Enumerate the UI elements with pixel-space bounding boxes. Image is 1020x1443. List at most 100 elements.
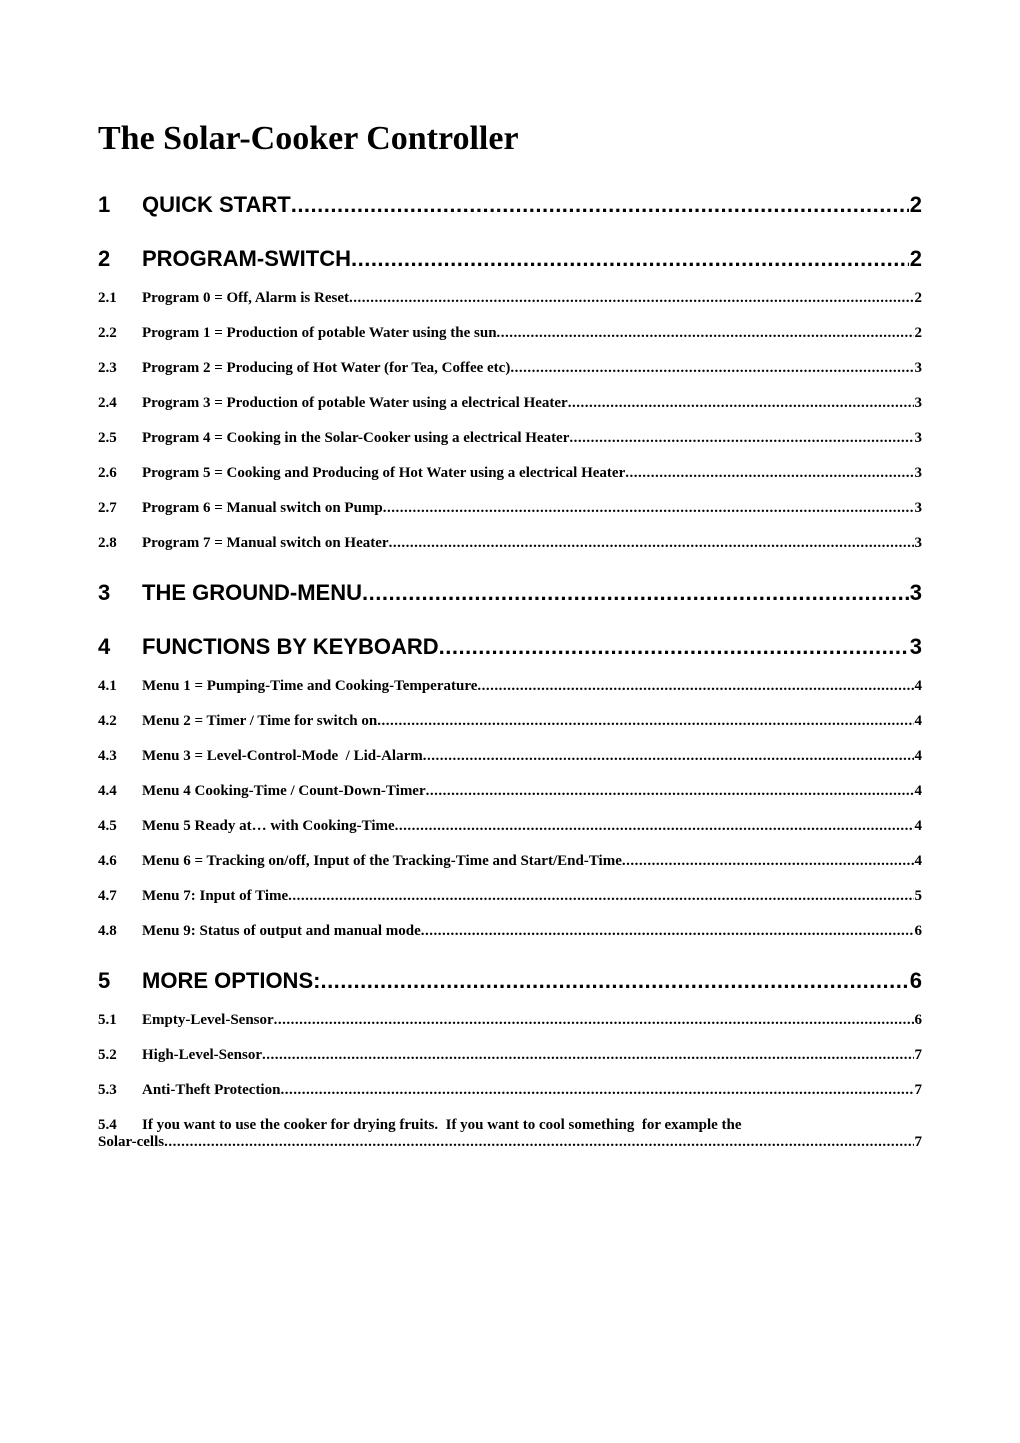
toc-entry-label: Solar-cells — [98, 1134, 164, 1151]
toc-page-number: 6 — [914, 1012, 923, 1029]
toc-page-number: 4 — [914, 853, 923, 870]
toc-leader-dots — [280, 1082, 913, 1099]
toc-entry: 4.7Menu 7: Input of Time5 — [98, 888, 922, 905]
toc-page-number: 3 — [914, 500, 923, 517]
toc-page-number: 4 — [914, 748, 923, 765]
toc-leader-dots — [291, 192, 909, 218]
toc-entry: 4.5Menu 5 Ready at… with Cooking-Time 4 — [98, 818, 922, 835]
toc-leader-dots — [423, 748, 914, 765]
toc-leader-dots — [622, 853, 914, 870]
toc-leader-dots — [568, 395, 914, 412]
toc-entry: 2.6Program 5 = Cooking and Producing of … — [98, 465, 922, 482]
toc-leader-dots — [477, 678, 913, 695]
toc-entry-number: 4.5 — [98, 818, 142, 835]
toc-entry-label: Program 5 = Cooking and Producing of Hot… — [142, 465, 625, 482]
toc-entry-label: Program 0 = Off, Alarm is Reset — [142, 290, 349, 307]
toc-entry: 4.8Menu 9: Status of output and manual m… — [98, 923, 922, 940]
toc-leader-dots — [362, 580, 909, 606]
toc-entry-label: Menu 1 = Pumping-Time and Cooking-Temper… — [142, 678, 477, 695]
toc-entry: 5.1Empty-Level-Sensor 6 — [98, 1012, 922, 1029]
toc-entry: 4FUNCTIONS BY KEYBOARD 3 — [98, 634, 922, 660]
toc-entry: 2.2Program 1 = Production of potable Wat… — [98, 325, 922, 342]
toc-entry-label: Program 3 = Production of potable Water … — [142, 395, 568, 412]
toc-entry: 2.8Program 7 = Manual switch on Heater 3 — [98, 535, 922, 552]
toc-entry-5-4-continuation: Solar-cells 7 — [98, 1134, 922, 1151]
toc-entry: 4.6Menu 6 = Tracking on/off, Input of th… — [98, 853, 922, 870]
toc-entry-number: 4.3 — [98, 748, 142, 765]
toc-leader-dots — [395, 818, 914, 835]
toc-entry-label: High-Level-Sensor — [142, 1047, 262, 1064]
toc-entry-number: 4.1 — [98, 678, 142, 695]
toc-entry-label: Menu 6 = Tracking on/off, Input of the T… — [142, 853, 622, 870]
toc-entry-label: PROGRAM-SWITCH — [142, 246, 351, 272]
toc-entry-label: Program 6 = Manual switch on Pump — [142, 500, 383, 517]
toc-leader-dots — [389, 535, 914, 552]
toc-entry: 2.3Program 2 = Producing of Hot Water (f… — [98, 360, 922, 377]
toc-entry-number: 2.8 — [98, 535, 142, 552]
toc-page-number: 3 — [909, 634, 922, 660]
toc-page-number: 2 — [909, 192, 922, 218]
toc-entry-number: 3 — [98, 580, 142, 606]
toc-entry: 4.3Menu 3 = Level-Control-Mode / Lid-Ala… — [98, 748, 922, 765]
toc-entry-label: If you want to use the cooker for drying… — [142, 1117, 742, 1134]
toc-entry: 2.4Program 3 = Production of potable Wat… — [98, 395, 922, 412]
toc-page-number: 6 — [909, 968, 922, 994]
toc-page-number: 3 — [914, 465, 923, 482]
toc-entry-number: 2.3 — [98, 360, 142, 377]
toc-entry-label: FUNCTIONS BY KEYBOARD — [142, 634, 439, 660]
toc-entry-number: 4 — [98, 634, 142, 660]
toc-page-number: 2 — [914, 325, 923, 342]
toc-entry-number: 5.4 — [98, 1117, 142, 1134]
toc-page-number: 3 — [914, 430, 923, 447]
toc-entry-label: Program 4 = Cooking in the Solar-Cooker … — [142, 430, 569, 447]
toc-leader-dots — [351, 246, 909, 272]
toc-leader-dots — [421, 923, 914, 940]
toc-entry-label: Menu 5 Ready at… with Cooking-Time — [142, 818, 395, 835]
toc-entry-number: 5.2 — [98, 1047, 142, 1064]
toc-entry-number: 5.3 — [98, 1082, 142, 1099]
toc-entry-label: Program 7 = Manual switch on Heater — [142, 535, 389, 552]
toc-entry-number: 5.1 — [98, 1012, 142, 1029]
toc-entry-number: 2.1 — [98, 290, 142, 307]
toc-leader-dots — [349, 290, 914, 307]
toc-page-number: 3 — [914, 535, 923, 552]
toc-leader-dots — [262, 1047, 914, 1064]
toc-entry: 1QUICK START2 — [98, 192, 922, 218]
toc-entry-5-4: 5.4 If you want to use the cooker for dr… — [98, 1117, 922, 1134]
toc-page-number: 5 — [914, 888, 923, 905]
toc-leader-dots — [426, 783, 914, 800]
toc-entry: 5.2High-Level-Sensor7 — [98, 1047, 922, 1064]
toc-page-number: 2 — [914, 290, 923, 307]
toc-entry: 4.1Menu 1 = Pumping-Time and Cooking-Tem… — [98, 678, 922, 695]
toc-leader-dots — [274, 1012, 914, 1029]
toc-page-number: 4 — [914, 783, 923, 800]
toc-entry-label: Menu 4 Cooking-Time / Count-Down-Timer — [142, 783, 426, 800]
toc-entry-number: 4.8 — [98, 923, 142, 940]
toc-entry-label: Empty-Level-Sensor — [142, 1012, 274, 1029]
toc-entry-label: Menu 7: Input of Time — [142, 888, 288, 905]
toc-entry-number: 2.6 — [98, 465, 142, 482]
toc-entry-label: MORE OPTIONS: — [142, 968, 320, 994]
toc-entry-label: Anti-Theft Protection — [142, 1082, 280, 1099]
toc-leader-dots — [320, 968, 908, 994]
toc-entry-number: 5 — [98, 968, 142, 994]
toc-page-number: 3 — [914, 395, 923, 412]
toc-page-number: 4 — [914, 713, 923, 730]
toc-page-number: 4 — [914, 818, 923, 835]
toc-page-number: 3 — [909, 580, 922, 606]
toc-entry: 2.1Program 0 = Off, Alarm is Reset 2 — [98, 290, 922, 307]
toc-leader-dots — [569, 430, 913, 447]
toc-entry: 5MORE OPTIONS: 6 — [98, 968, 922, 994]
toc-entry-label: Menu 2 = Timer / Time for switch on — [142, 713, 377, 730]
toc-page-number: 4 — [914, 678, 923, 695]
toc-entry: 5.3Anti-Theft Protection 7 — [98, 1082, 922, 1099]
toc-entry: 4.4Menu 4 Cooking-Time / Count-Down-Time… — [98, 783, 922, 800]
toc-entry-number: 2.4 — [98, 395, 142, 412]
toc-entry-label: Program 2 = Producing of Hot Water (for … — [142, 360, 510, 377]
toc-entry: 4.2Menu 2 = Timer / Time for switch on4 — [98, 713, 922, 730]
toc-entry-label: Menu 3 = Level-Control-Mode / Lid-Alarm — [142, 748, 423, 765]
toc-page-number: 7 — [914, 1082, 923, 1099]
table-of-contents: 1QUICK START22PROGRAM-SWITCH22.1Program … — [98, 192, 922, 1099]
toc-leader-dots — [439, 634, 909, 660]
toc-entry: 3THE GROUND-MENU3 — [98, 580, 922, 606]
